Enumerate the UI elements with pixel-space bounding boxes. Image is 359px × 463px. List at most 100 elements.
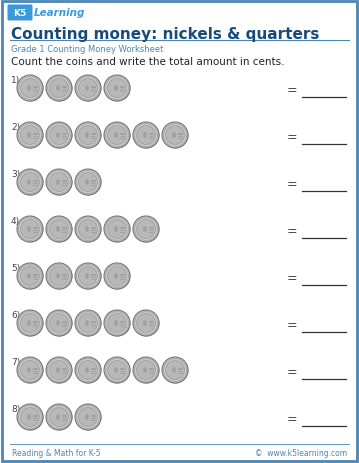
Circle shape xyxy=(162,357,188,383)
Circle shape xyxy=(18,170,43,196)
Ellipse shape xyxy=(114,226,118,232)
Circle shape xyxy=(79,220,97,239)
Circle shape xyxy=(104,76,131,102)
Circle shape xyxy=(46,123,72,149)
Ellipse shape xyxy=(114,320,118,326)
Ellipse shape xyxy=(114,133,118,138)
Circle shape xyxy=(46,76,72,102)
Text: Counting money: nickels & quarters: Counting money: nickels & quarters xyxy=(11,26,320,41)
Circle shape xyxy=(20,220,39,239)
Circle shape xyxy=(79,267,97,286)
Ellipse shape xyxy=(143,320,147,326)
Circle shape xyxy=(79,173,97,192)
Circle shape xyxy=(137,220,155,239)
Circle shape xyxy=(50,408,68,426)
Circle shape xyxy=(50,80,68,98)
Circle shape xyxy=(137,361,155,380)
Circle shape xyxy=(47,76,73,102)
Circle shape xyxy=(75,76,101,102)
Text: =: = xyxy=(287,131,297,144)
Ellipse shape xyxy=(27,367,31,373)
Circle shape xyxy=(104,358,131,384)
Circle shape xyxy=(79,80,97,98)
Ellipse shape xyxy=(56,367,60,373)
Circle shape xyxy=(75,123,101,149)
Ellipse shape xyxy=(114,86,118,92)
Text: 8): 8) xyxy=(11,404,20,413)
Circle shape xyxy=(75,358,102,384)
Ellipse shape xyxy=(143,133,147,138)
Circle shape xyxy=(18,358,43,384)
Text: =: = xyxy=(287,366,297,379)
Circle shape xyxy=(50,267,68,286)
Text: Reading & Math for K-5: Reading & Math for K-5 xyxy=(12,449,101,457)
Ellipse shape xyxy=(85,86,89,92)
Circle shape xyxy=(75,404,101,430)
Circle shape xyxy=(20,408,39,426)
Ellipse shape xyxy=(172,133,176,138)
Circle shape xyxy=(75,357,101,383)
Circle shape xyxy=(137,126,155,145)
Circle shape xyxy=(75,170,102,196)
Circle shape xyxy=(134,311,159,337)
Circle shape xyxy=(104,76,130,102)
Circle shape xyxy=(75,311,102,337)
Ellipse shape xyxy=(85,414,89,420)
Circle shape xyxy=(75,123,102,149)
Text: 2): 2) xyxy=(11,123,20,131)
Circle shape xyxy=(20,126,39,145)
Circle shape xyxy=(108,314,126,332)
Circle shape xyxy=(104,264,131,290)
Circle shape xyxy=(104,310,130,336)
Circle shape xyxy=(75,405,102,431)
Ellipse shape xyxy=(27,133,31,138)
Circle shape xyxy=(163,358,188,384)
Ellipse shape xyxy=(56,180,60,186)
Ellipse shape xyxy=(85,320,89,326)
Ellipse shape xyxy=(27,320,31,326)
Circle shape xyxy=(46,404,72,430)
Circle shape xyxy=(18,76,43,102)
Circle shape xyxy=(75,217,101,243)
Circle shape xyxy=(133,217,159,243)
Circle shape xyxy=(79,314,97,332)
Ellipse shape xyxy=(143,226,147,232)
Text: Learning: Learning xyxy=(34,8,85,19)
Circle shape xyxy=(20,361,39,380)
Ellipse shape xyxy=(27,274,31,279)
Circle shape xyxy=(46,263,72,289)
Ellipse shape xyxy=(27,180,31,186)
Ellipse shape xyxy=(27,414,31,420)
Circle shape xyxy=(17,123,43,149)
Circle shape xyxy=(47,123,73,149)
Circle shape xyxy=(20,267,39,286)
Circle shape xyxy=(18,405,43,431)
Ellipse shape xyxy=(85,133,89,138)
Circle shape xyxy=(133,357,159,383)
FancyBboxPatch shape xyxy=(8,6,33,21)
Text: =: = xyxy=(287,272,297,285)
Ellipse shape xyxy=(85,367,89,373)
Circle shape xyxy=(50,173,68,192)
Circle shape xyxy=(47,358,73,384)
Circle shape xyxy=(104,311,131,337)
Circle shape xyxy=(75,76,102,102)
Circle shape xyxy=(47,264,73,290)
Circle shape xyxy=(75,310,101,336)
Circle shape xyxy=(18,123,43,149)
Circle shape xyxy=(17,310,43,336)
Circle shape xyxy=(18,264,43,290)
Circle shape xyxy=(133,123,159,149)
Circle shape xyxy=(47,311,73,337)
Text: Count the coins and write the total amount in cents.: Count the coins and write the total amou… xyxy=(11,57,284,67)
Circle shape xyxy=(104,123,130,149)
Ellipse shape xyxy=(27,86,31,92)
Circle shape xyxy=(134,123,159,149)
Ellipse shape xyxy=(56,414,60,420)
Ellipse shape xyxy=(56,226,60,232)
Ellipse shape xyxy=(85,226,89,232)
Text: =: = xyxy=(287,413,297,425)
Circle shape xyxy=(46,310,72,336)
Circle shape xyxy=(108,80,126,98)
Circle shape xyxy=(18,217,43,243)
